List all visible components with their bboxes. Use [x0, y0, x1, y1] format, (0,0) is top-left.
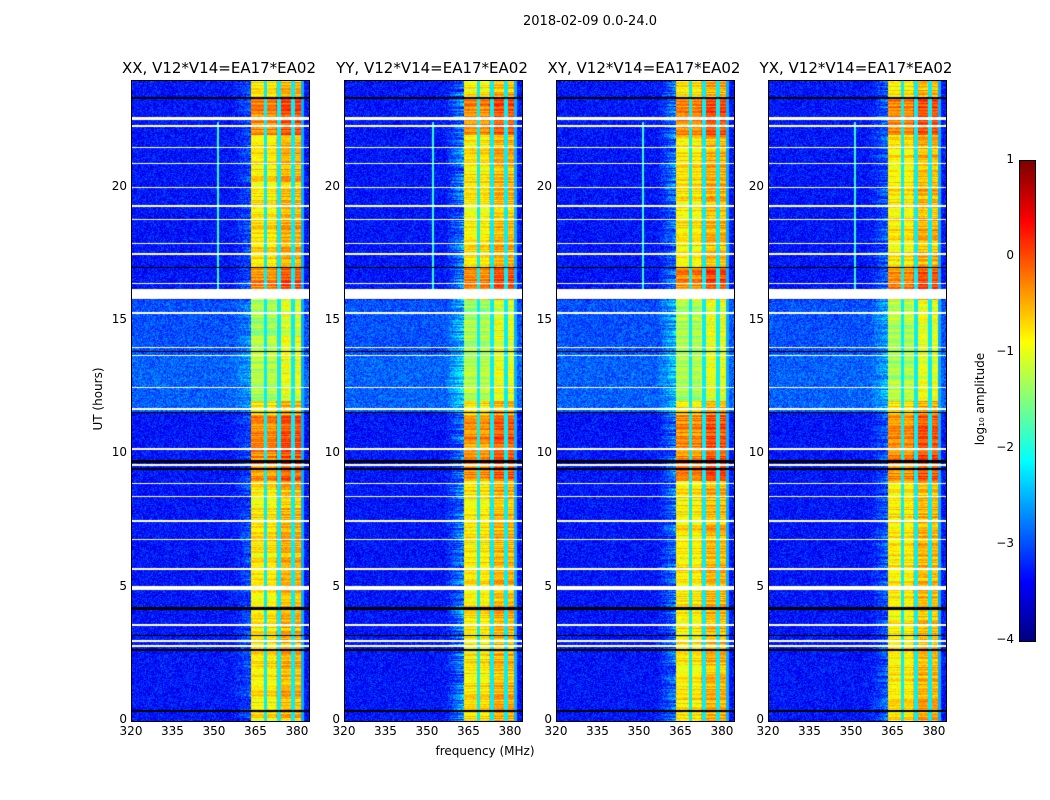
colorbar-tick-label: −1 [996, 344, 1014, 358]
y-tick-label: 20 [748, 178, 764, 193]
x-tick-label: 365 [881, 724, 904, 738]
colorbar-tick-label: −2 [996, 440, 1014, 454]
y-tick-label: 10 [748, 445, 764, 460]
heatmap-panel [344, 80, 523, 722]
y-tick-label: 0 [332, 712, 340, 726]
y-tick-label: 20 [536, 178, 552, 193]
x-tick-label: 335 [161, 724, 184, 738]
x-tick-label: 320 [756, 724, 780, 738]
chart-title: 2018-02-09 0.0-24.0 [523, 14, 657, 29]
x-tick-label: 380 [285, 724, 309, 738]
colorbar-tick-label: −3 [996, 536, 1014, 550]
x-tick-label: 380 [498, 724, 522, 738]
colorbar-tick-label: 0 [1006, 248, 1014, 262]
y-tick-label: 0 [544, 712, 552, 726]
y-tick-label: 10 [536, 445, 552, 460]
x-tick-label: 350 [627, 724, 651, 738]
x-axis-label: frequency (MHz) [435, 744, 535, 758]
y-tick-label: 5 [544, 578, 552, 593]
y-tick-label: 0 [119, 712, 127, 726]
x-tick-label: 380 [922, 724, 946, 738]
y-tick-label: 15 [748, 312, 764, 326]
x-tick-label: 350 [202, 724, 226, 738]
y-tick-label: 15 [536, 312, 552, 326]
x-tick-label: 380 [710, 724, 734, 738]
y-tick-label: 20 [324, 178, 340, 193]
x-tick-label: 335 [586, 724, 609, 738]
y-tick-label: 20 [111, 178, 127, 193]
y-tick-label: 10 [111, 445, 127, 460]
x-tick-label: 350 [415, 724, 439, 738]
colorbar-tick-label: 1 [1006, 152, 1014, 166]
y-tick-label: 10 [324, 445, 340, 460]
panel-title: XX, V12*V14=EA17*EA02 [121, 59, 316, 77]
x-tick-label: 320 [119, 724, 143, 738]
x-tick-label: 365 [244, 724, 267, 738]
y-tick-label: 15 [111, 312, 127, 326]
x-tick-label: 350 [839, 724, 863, 738]
heatmap-panel [768, 80, 947, 722]
x-tick-label: 335 [374, 724, 397, 738]
x-tick-label: 320 [332, 724, 356, 738]
heatmap-panel [131, 80, 310, 722]
x-tick-label: 365 [669, 724, 692, 738]
x-tick-label: 335 [798, 724, 821, 738]
heatmap-panel [556, 80, 735, 722]
colorbar [1019, 160, 1036, 642]
panel-title: YY, V12*V14=EA17*EA02 [336, 59, 528, 77]
y-tick-label: 5 [332, 578, 340, 593]
colorbar-tick-label: −4 [996, 632, 1014, 646]
colorbar-label: log₁₀ amplitude [973, 352, 987, 446]
y-tick-label: 5 [119, 578, 127, 593]
panel-title: XY, V12*V14=EA17*EA02 [547, 59, 741, 77]
y-axis-label: UT (hours) [91, 367, 105, 431]
y-tick-label: 15 [324, 312, 340, 326]
panel-title: YX, V12*V14=EA17*EA02 [759, 59, 953, 77]
x-tick-label: 320 [544, 724, 568, 738]
x-tick-label: 365 [457, 724, 480, 738]
y-tick-label: 5 [756, 578, 764, 593]
y-tick-label: 0 [756, 712, 764, 726]
